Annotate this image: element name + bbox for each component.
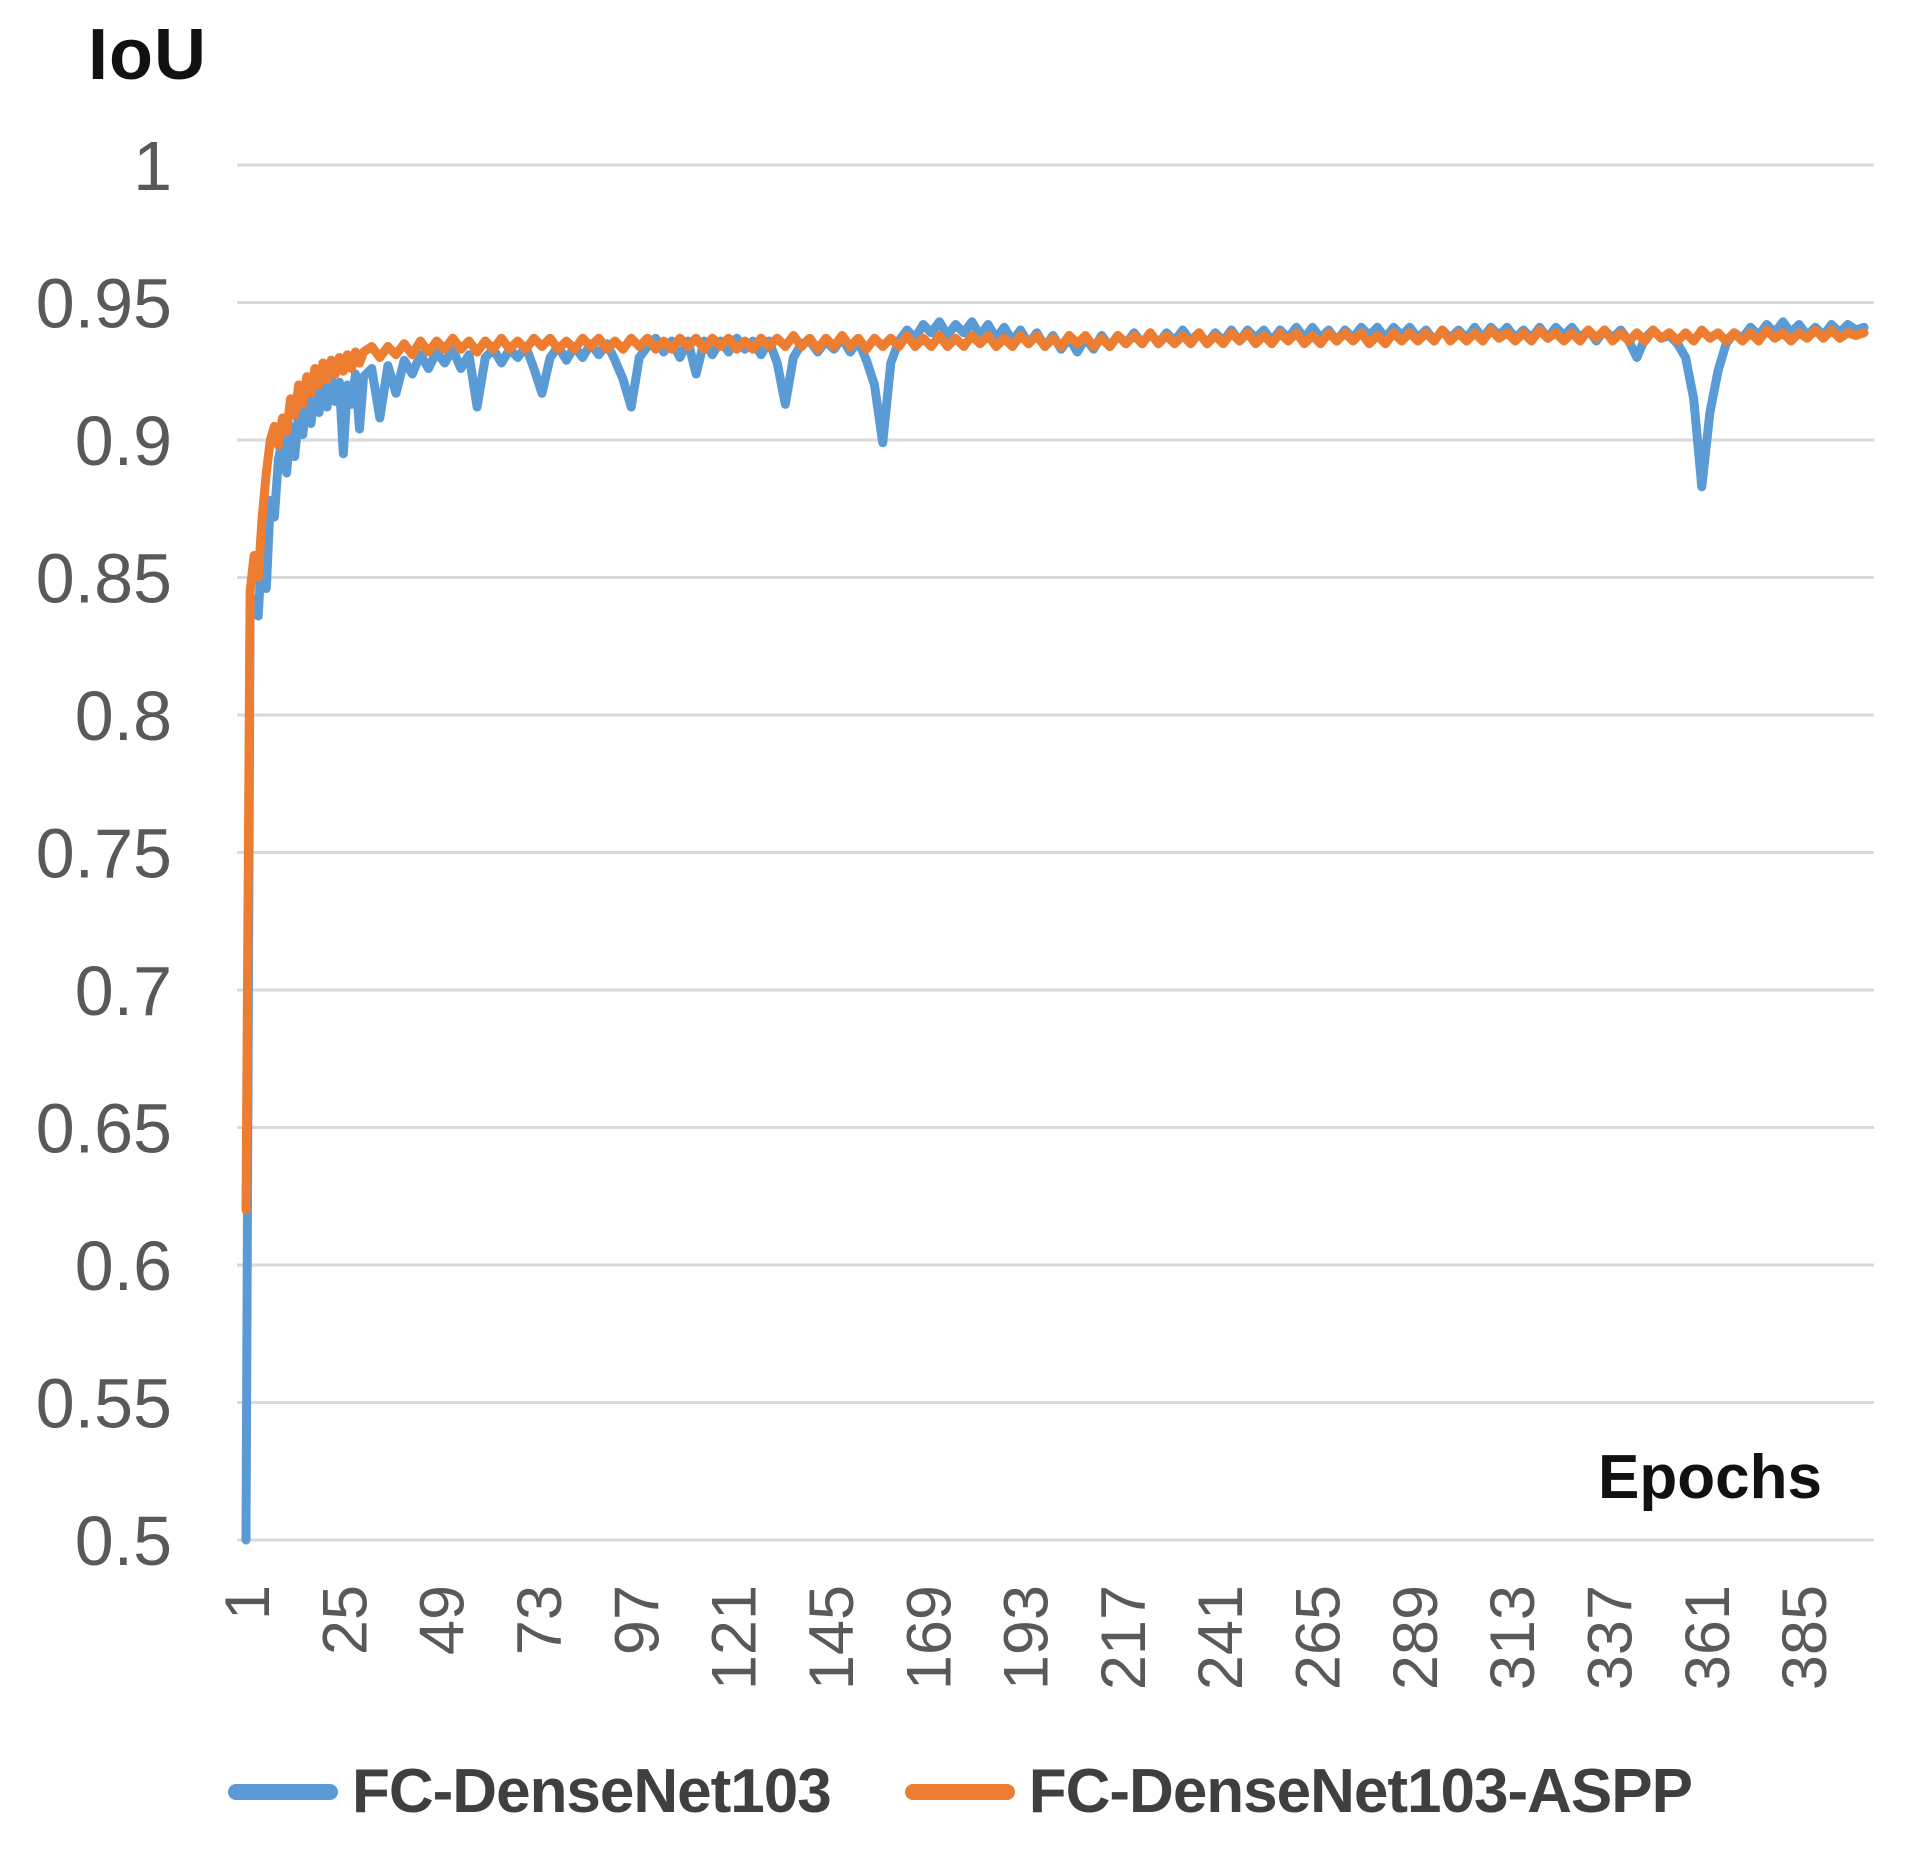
x-tick-label: 385 xyxy=(1770,1585,1840,1690)
x-tick-label: 97 xyxy=(602,1585,672,1655)
series-line-fc-densenet103-aspp xyxy=(241,325,1869,1215)
x-tick-label: 289 xyxy=(1381,1585,1451,1690)
x-axis-title: Epochs xyxy=(1598,1443,1822,1512)
x-tick-label: 241 xyxy=(1186,1585,1256,1690)
series-line-fc-densenet103 xyxy=(241,317,1869,1545)
y-tick-label: 0.9 xyxy=(75,402,172,480)
y-tick-label: 0.85 xyxy=(36,540,172,618)
legend-label-fc-densenet103-aspp: FC-DenseNet103-ASPP xyxy=(1028,1757,1693,1826)
x-tick-label: 193 xyxy=(992,1585,1062,1690)
x-tick-label: 1 xyxy=(213,1585,283,1620)
x-tick-label: 361 xyxy=(1673,1585,1743,1690)
x-tick-label: 145 xyxy=(797,1585,867,1690)
x-tick-label: 337 xyxy=(1576,1585,1646,1690)
y-tick-label: 0.6 xyxy=(75,1227,172,1305)
x-tick-label: 25 xyxy=(310,1585,380,1655)
legend-swatch-blue xyxy=(228,1783,339,1800)
x-tick-label: 73 xyxy=(505,1585,575,1655)
legend-label-fc-densenet103: FC-DenseNet103 xyxy=(352,1757,832,1826)
y-axis-title: IoU xyxy=(88,15,207,95)
x-tick-label: 169 xyxy=(894,1585,964,1690)
y-tick-label: 1 xyxy=(133,127,172,205)
x-tick-label: 121 xyxy=(700,1585,770,1690)
legend-item-fc-densenet103-aspp: FC-DenseNet103-ASPP xyxy=(904,1756,1693,1827)
y-tick-label: 0.95 xyxy=(36,265,172,343)
y-tick-label: 0.65 xyxy=(36,1090,172,1168)
y-tick-label: 0.8 xyxy=(75,677,172,755)
y-tick-label: 0.55 xyxy=(36,1365,172,1443)
legend-swatch-orange xyxy=(904,1783,1015,1800)
x-tick-label: 265 xyxy=(1284,1585,1354,1690)
x-tick-label: 313 xyxy=(1478,1585,1548,1690)
x-tick-label: 49 xyxy=(408,1585,478,1655)
chart-canvas: 1 0.95 0.9 0.85 0.8 0.75 0.7 0.65 0.6 0.55 0.5 1 25 4… xyxy=(36,127,1874,1690)
legend: FC-DenseNet103 FC-DenseNet103-ASPP xyxy=(0,1756,1920,1827)
y-tick-label: 0.5 xyxy=(75,1502,172,1580)
legend-item-fc-densenet103: FC-DenseNet103 xyxy=(228,1756,832,1827)
y-tick-label: 0.75 xyxy=(36,815,172,893)
y-tick-label: 0.7 xyxy=(75,952,172,1030)
x-tick-label: 217 xyxy=(1089,1585,1159,1690)
